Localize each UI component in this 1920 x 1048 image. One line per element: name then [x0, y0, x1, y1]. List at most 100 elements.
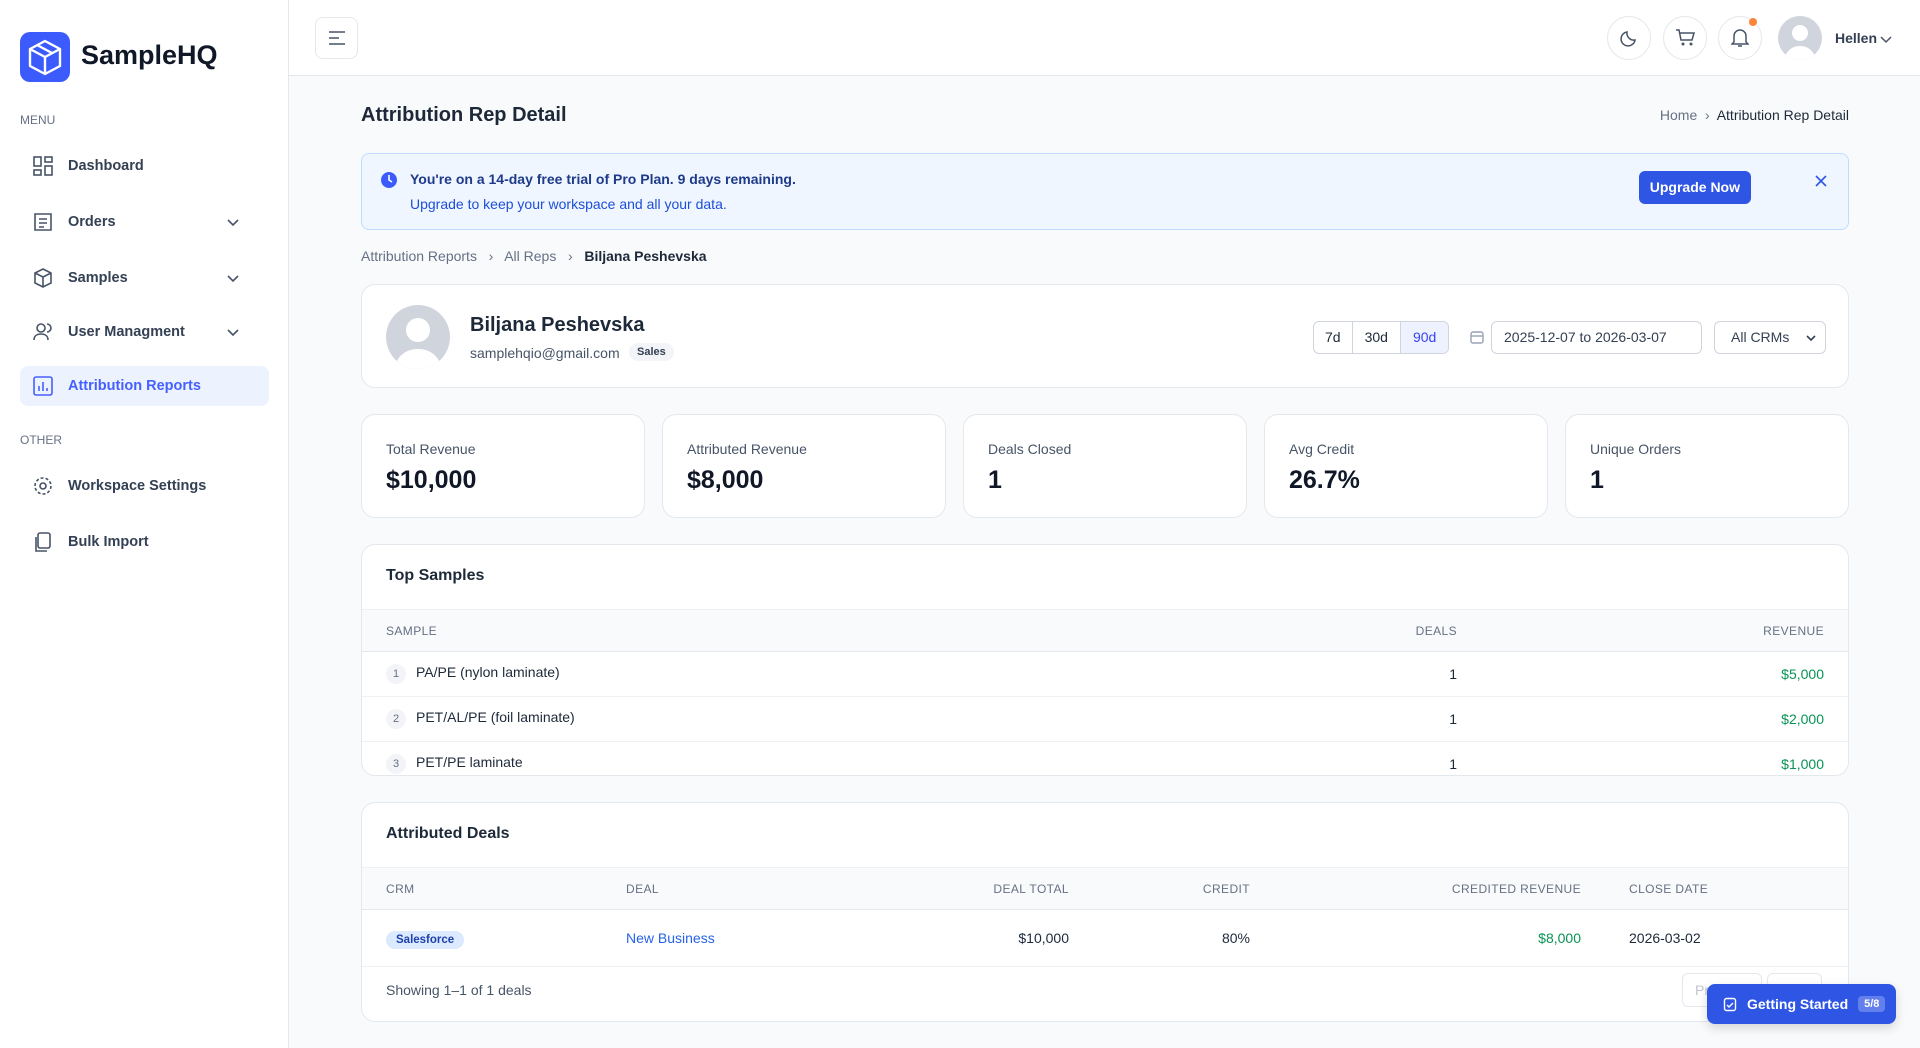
user-name[interactable]: Hellen	[1835, 30, 1878, 46]
progress-badge: 5/8	[1858, 996, 1886, 1012]
text: $10,000	[386, 466, 477, 494]
text: Workspace Settings	[68, 478, 207, 494]
text: DEALS	[1212, 609, 1481, 652]
crm-badge: Salesforce	[386, 931, 465, 949]
deals-table: CRM DEAL DEAL TOTAL CREDIT CREDITED REVENUE C…	[362, 867, 1848, 967]
menu-label: MENU	[20, 113, 56, 127]
text: $5,000	[1481, 651, 1848, 697]
text: Deals Closed	[988, 441, 1072, 457]
range-option[interactable]: 7d	[1314, 322, 1353, 353]
card-title: Top Samples	[386, 567, 485, 584]
text: $2,000	[1481, 696, 1848, 742]
nav-item[interactable]: Samples	[20, 258, 269, 298]
text: Samples	[68, 270, 128, 286]
top-samples-card: Top Samples SAMPLE DEALS REVENUE 1 PA/PE (n…	[361, 544, 1849, 776]
crm-select[interactable]: All CRMs	[1714, 321, 1826, 354]
trial-banner: You're on a 14-day free trial of Pro Pla…	[361, 153, 1849, 230]
trail-current: Biljana Peshevska	[584, 248, 707, 264]
top-samples-table: SAMPLE DEALS REVENUE 1 PA/PE (nylon laminat…	[362, 609, 1848, 775]
role-badge: Sales	[629, 343, 674, 361]
text: CREDITED REVENUE	[1274, 867, 1605, 910]
logo[interactable]	[20, 32, 70, 82]
text: Attributed Revenue	[687, 441, 807, 457]
text: 1	[1212, 651, 1481, 697]
close-banner[interactable]	[1814, 174, 1828, 188]
nav-item[interactable]: User Managment	[20, 312, 269, 352]
text: $8,000	[687, 466, 764, 494]
stat-card: Total Revenue $10,000	[361, 414, 645, 518]
other-label: OTHER	[20, 433, 62, 447]
stat-card: Deals Closed 1	[963, 414, 1247, 518]
breadcrumb-current: Attribution Rep Detail	[1716, 107, 1849, 123]
text: 2	[386, 709, 406, 729]
nav-item-active[interactable]: Attribution Reports	[20, 366, 269, 406]
text: Getting Started	[1747, 996, 1849, 1012]
text: $10,000	[852, 909, 1093, 967]
nav-item[interactable]: Orders	[20, 202, 269, 242]
text: Attribution Reports	[68, 378, 201, 394]
theme-toggle[interactable]	[1607, 16, 1651, 60]
notification-dot	[1749, 18, 1757, 26]
trail: Attribution Reports › All Reps › Biljana…	[361, 248, 707, 264]
text: PET/PE laminate	[416, 754, 523, 771]
text: 1	[386, 664, 406, 684]
text: 80%	[1093, 909, 1274, 967]
text: PET/AL/PE (foil laminate)	[416, 709, 575, 725]
text: All CRMs	[1731, 329, 1790, 345]
text: 2026-03-02	[1605, 909, 1848, 967]
rep-name: Biljana Peshevska	[470, 314, 645, 336]
text: 3	[386, 754, 406, 775]
text: REVENUE	[1481, 609, 1848, 652]
range-option-active[interactable]: 90d	[1400, 322, 1449, 353]
text: Unique Orders	[1590, 441, 1682, 457]
notifications[interactable]	[1718, 16, 1762, 60]
nav-item[interactable]: Workspace Settings	[20, 466, 269, 506]
text: 1	[1212, 696, 1481, 742]
trail-link[interactable]: Attribution Reports	[361, 248, 477, 264]
text: Dashboard	[68, 158, 144, 174]
avatar[interactable]	[1778, 16, 1822, 60]
text: User Managment	[68, 324, 185, 340]
breadcrumb: Home › Attribution Rep Detail	[1659, 107, 1849, 123]
text: DEAL TOTAL	[852, 867, 1093, 910]
card-title: Attributed Deals	[386, 825, 510, 842]
cart-button[interactable]	[1663, 16, 1707, 60]
stats-row: Total Revenue $10,000 Attributed Revenue $…	[361, 414, 1849, 518]
range-toggle: 7d 30d 90d	[1313, 321, 1450, 354]
text: DEAL	[625, 867, 852, 910]
page-title: Attribution Rep Detail	[361, 104, 567, 126]
pagination-info: Showing 1–1 of 1 deals	[386, 982, 532, 998]
text: SAMPLE	[362, 609, 1212, 652]
banner-text: Upgrade to keep your workspace and all y…	[410, 196, 727, 212]
text: 1	[1590, 466, 1604, 494]
breadcrumb-link[interactable]: Home	[1659, 107, 1698, 123]
profile-avatar	[386, 305, 450, 369]
text: 1	[988, 466, 1002, 494]
text: CRM	[362, 867, 625, 910]
brand[interactable]: SampleHQ	[81, 40, 218, 70]
stat-card: Unique Orders 1	[1565, 414, 1849, 518]
getting-started-widget[interactable]: Getting Started 5/8	[1707, 984, 1896, 1024]
text: Avg Credit	[1289, 441, 1355, 457]
date-range-input[interactable]: 2025-12-07 to 2026-03-07	[1491, 321, 1702, 354]
nav-item[interactable]: Dashboard	[20, 146, 269, 186]
range-option[interactable]: 30d	[1353, 322, 1401, 353]
stat-card: Attributed Revenue $8,000	[662, 414, 946, 518]
text: PA/PE (nylon laminate)	[416, 664, 560, 680]
text: $8,000	[1274, 909, 1605, 967]
upgrade-button[interactable]: Upgrade Now	[1638, 171, 1751, 204]
text: Orders	[68, 214, 116, 230]
trail-link[interactable]: All Reps	[504, 248, 557, 264]
text: Total Revenue	[386, 441, 476, 457]
deal-link[interactable]: New Business	[625, 909, 852, 967]
text: CREDIT	[1093, 867, 1274, 910]
menu-toggle[interactable]	[315, 17, 358, 59]
text: 26.7%	[1289, 466, 1360, 494]
deals-card: Attributed Deals CRM DEAL DEAL TOTAL CREDIT…	[361, 802, 1849, 1022]
text: $1,000	[1781, 756, 1824, 773]
text: CLOSE DATE	[1605, 867, 1848, 910]
stat-card: Avg Credit 26.7%	[1264, 414, 1548, 518]
nav-item[interactable]: Bulk Import	[20, 522, 269, 562]
